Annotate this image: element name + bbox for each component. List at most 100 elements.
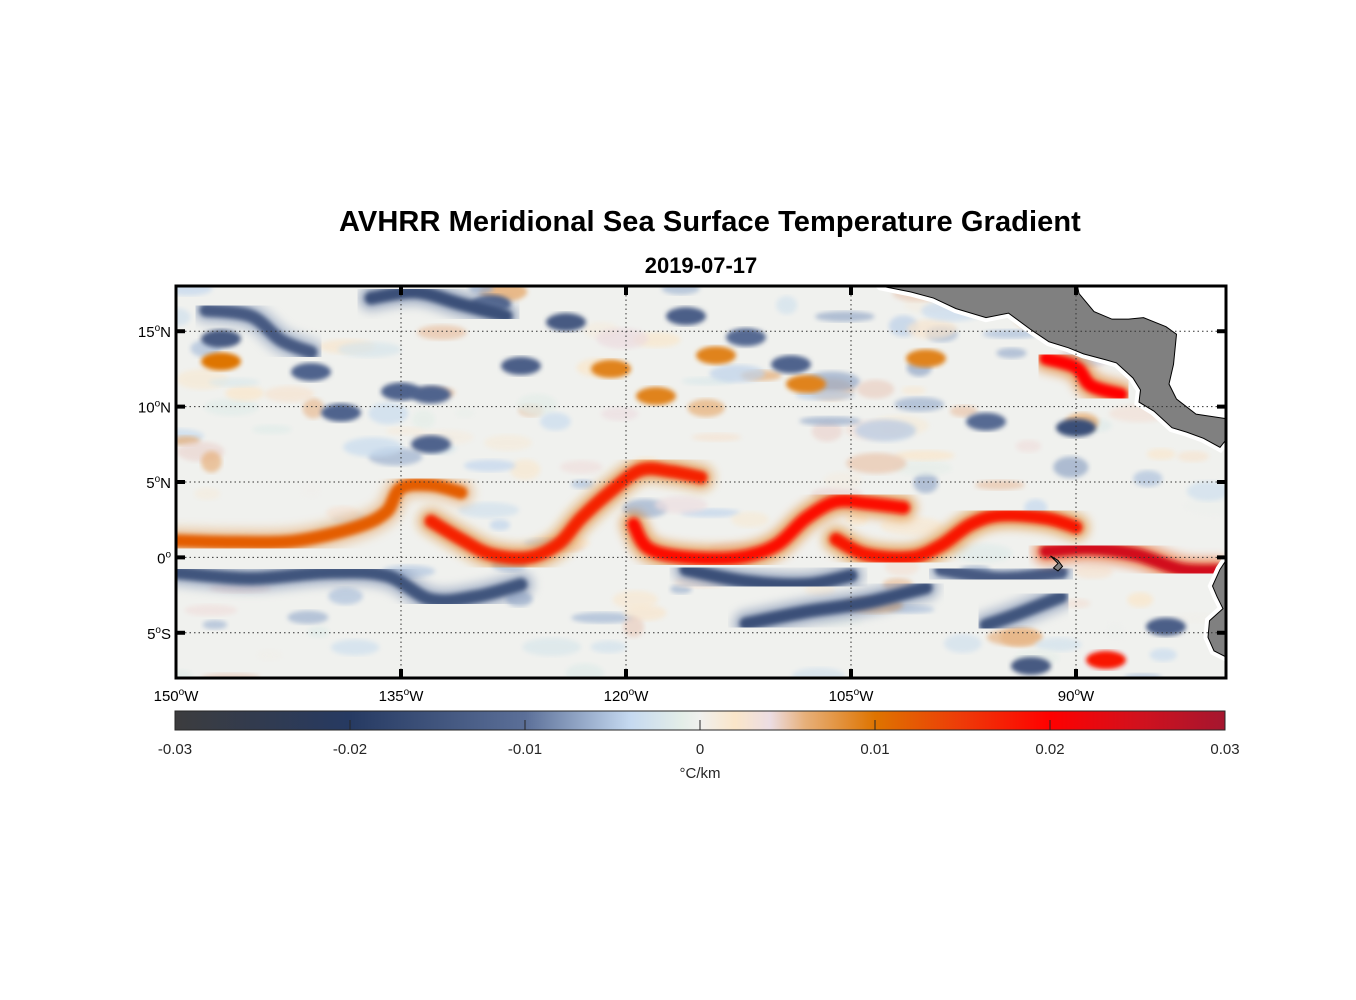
- chart-title: AVHRR Meridional Sea Surface Temperature…: [339, 206, 1081, 238]
- field-patch: [943, 634, 982, 653]
- field-patch: [811, 420, 843, 442]
- field-patch: [731, 511, 770, 528]
- lon-value: 90: [1058, 688, 1075, 705]
- degree-symbol: o: [629, 687, 635, 698]
- caribbean-mask: [1077, 286, 1226, 419]
- lon-hemisphere: W: [859, 688, 874, 705]
- field-patch: [880, 516, 943, 536]
- field-patch: [901, 386, 926, 395]
- field-patch: [974, 480, 1025, 490]
- field-patch: [201, 451, 222, 473]
- field-patch: [654, 495, 708, 514]
- colorbar: -0.03 -0.02 -0.01 0 0.01 0.02 0.03 °C/km: [158, 710, 1240, 782]
- field-patch: [687, 398, 725, 417]
- field-patch: [194, 487, 221, 501]
- field-patch: [1127, 592, 1154, 608]
- degree-symbol: o: [155, 399, 161, 410]
- lon-value: 105: [829, 688, 854, 705]
- field-patch: [799, 416, 861, 426]
- caribbean-coastline: [1076, 286, 1226, 420]
- field-patch: [510, 459, 541, 480]
- field-patch: [225, 385, 265, 401]
- south-trough-5: [979, 590, 1068, 632]
- field-patch: [559, 460, 603, 474]
- degree-symbol: o: [155, 625, 161, 636]
- degree-symbol: o: [155, 474, 161, 485]
- field-patch: [996, 347, 1027, 359]
- field-blob: [411, 435, 451, 454]
- field-patch: [855, 419, 917, 442]
- north-trough-2: [364, 286, 513, 323]
- field-patch: [208, 377, 260, 387]
- lon-hemisphere: W: [409, 688, 424, 705]
- field-patch: [302, 398, 325, 419]
- colorbar-tick-label: -0.02: [333, 741, 367, 758]
- field-patch: [463, 459, 516, 472]
- land-galapagos: [1050, 555, 1064, 572]
- field-blob: [906, 349, 946, 368]
- field-blob: [636, 387, 676, 406]
- field-patch: [337, 341, 402, 358]
- lat-tick-label: 0o​: [157, 549, 171, 567]
- colorbar-tick-label: 0.03: [1210, 741, 1239, 758]
- colorbar-tick-label: -0.01: [508, 741, 542, 758]
- lat-hemisphere: N: [160, 475, 171, 492]
- field-patch: [776, 296, 798, 315]
- field-blob: [201, 352, 241, 371]
- field-patch: [251, 424, 293, 435]
- field-patch: [385, 426, 425, 436]
- north-trough-1: [199, 303, 318, 359]
- lat-hemisphere: N: [160, 324, 171, 341]
- field-blob: [501, 356, 541, 375]
- field-patch: [1015, 439, 1042, 453]
- lon-tick-label: 135oW: [379, 687, 425, 705]
- lat-value: 10: [138, 400, 155, 417]
- field-patch: [368, 402, 409, 425]
- field-patch: [999, 627, 1042, 647]
- field-patch: [846, 452, 907, 474]
- field-patch: [176, 307, 191, 327]
- field-blob: [291, 362, 331, 381]
- field-patch: [1186, 481, 1226, 501]
- degree-symbol: o: [179, 687, 185, 698]
- lon-value: 135: [379, 688, 404, 705]
- field-patch: [468, 286, 494, 295]
- tiw-front-3: [829, 508, 1083, 565]
- field-blob: [1011, 656, 1051, 675]
- field-patch: [343, 437, 403, 457]
- field-patch: [184, 604, 238, 617]
- lat-value: 15: [138, 324, 155, 341]
- colorbar-tick-label: 0.02: [1035, 741, 1064, 758]
- lat-value: 5: [146, 475, 154, 492]
- lat-tick-label: 5oN: [146, 474, 171, 492]
- field-patch: [570, 479, 594, 489]
- field-patch: [1133, 470, 1163, 487]
- field-blob: [1086, 650, 1126, 669]
- field-patch: [856, 379, 895, 399]
- field-patch: [590, 640, 627, 654]
- field-patch: [264, 386, 315, 403]
- field-patch: [484, 434, 533, 451]
- lon-tick-label: 150oW: [154, 687, 200, 705]
- field-blob: [591, 359, 631, 378]
- tiw-front-1: [424, 462, 708, 565]
- field-blob: [546, 313, 586, 332]
- lon-value: 150: [154, 688, 179, 705]
- chart-subtitle: 2019-07-17: [644, 253, 758, 278]
- field-patch: [1177, 450, 1210, 462]
- field-patch: [709, 364, 766, 383]
- field-patch: [522, 637, 582, 656]
- field-patch: [596, 328, 649, 349]
- colorbar-tick-label: -0.03: [158, 741, 192, 758]
- field-patch: [411, 410, 436, 429]
- lat-value: 5: [147, 626, 155, 643]
- field-patch: [661, 286, 700, 295]
- colorbar-tick-label: 0: [696, 741, 704, 758]
- field-patch: [1149, 648, 1177, 662]
- field-patch: [307, 626, 330, 639]
- coastal-front: [1039, 351, 1128, 402]
- south-trough-1: [176, 565, 528, 608]
- field-patch: [539, 412, 571, 431]
- map-axes: 15oN10oN5oN0o​5oS150oW135oW120oW105oW90o…: [138, 286, 1226, 705]
